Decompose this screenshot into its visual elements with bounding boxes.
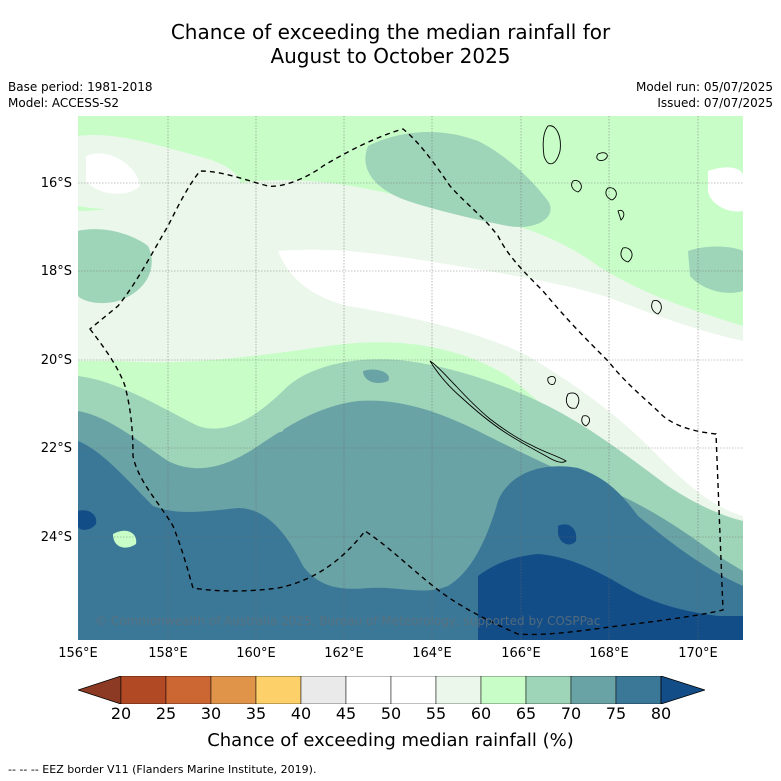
zone-over-80-mid: [558, 524, 577, 545]
zone-over-80-west: [78, 510, 97, 530]
colorbar: [78, 676, 705, 704]
colorbar-extend-low: [78, 676, 122, 704]
loyalty-islands: [547, 375, 590, 427]
zone-50-60-ne: [708, 167, 743, 212]
colorbar-tick-label: 20: [110, 704, 132, 723]
gridlines: [78, 116, 743, 640]
rainfall-map: [78, 116, 743, 640]
lon-label-164e: 164°E: [412, 646, 452, 661]
colorbar-segment: [435, 676, 482, 704]
colorbar-segment: [345, 676, 392, 704]
eez-border: [89, 128, 724, 636]
colorbar-extend-high: [660, 676, 705, 704]
colorbar-tick-label: 75: [605, 704, 627, 723]
map-title: Chance of exceeding the median rainfall …: [0, 20, 781, 68]
lat-label-20s: 20°S: [40, 353, 72, 368]
patch-light-1: [258, 414, 284, 433]
lon-label-170e: 170°E: [678, 646, 718, 661]
lat-label-24s: 24°S: [40, 530, 72, 545]
zone-50-60-nw: [86, 153, 140, 194]
lat-label-22s: 22°S: [40, 441, 72, 456]
new-caledonia-island: [429, 360, 567, 463]
title-line-1: Chance of exceeding the median rainfall …: [170, 20, 611, 44]
colorbar-segment: [120, 676, 167, 704]
colorbar-tick-label: 50: [380, 704, 402, 723]
map-canvas: [78, 116, 743, 640]
base-period-text: Base period: 1981-2018: [8, 80, 153, 94]
title-line-2: August to October 2025: [270, 44, 511, 68]
model-run-text: Model run: 05/07/2025: [635, 80, 773, 94]
issued-text: Issued: 07/07/2025: [657, 96, 773, 110]
zone-65-70-north: [365, 131, 551, 227]
lat-label-16s: 16°S: [40, 176, 72, 191]
colorbar-tick-label: 30: [200, 704, 222, 723]
patch-light-3: [113, 530, 137, 548]
colorbar-segment: [210, 676, 257, 704]
patch-light-2: [363, 369, 389, 383]
colorbar-segment: [570, 676, 617, 704]
colorbar-tick-label: 60: [470, 704, 492, 723]
eez-footnote: -- -- -- EEZ border V11 (Flanders Marine…: [8, 763, 317, 776]
lon-label-166e: 166°E: [501, 646, 541, 661]
colorbar-tick-label: 55: [425, 704, 447, 723]
colorbar-segment: [525, 676, 572, 704]
zone-60-65-north: [78, 180, 743, 536]
colorbar-segment: [255, 676, 302, 704]
lon-label-168e: 168°E: [589, 646, 629, 661]
colorbar-tick-label: 35: [245, 704, 267, 723]
colorbar-label: Chance of exceeding median rainfall (%): [207, 730, 574, 751]
colorbar-segment: [615, 676, 662, 704]
zone-65-70-east: [688, 246, 743, 293]
colorbar-segment: [300, 676, 347, 704]
vanuatu-islands: [542, 125, 662, 315]
meta-right: Model run: 05/07/2025 Issued: 07/07/2025: [636, 79, 773, 111]
lon-label-162e: 162°E: [324, 646, 364, 661]
colorbar-tick-label: 40: [290, 704, 312, 723]
colorbar-tick-label: 70: [560, 704, 582, 723]
copyright-watermark: © Commonwealth of Australia 2025, Bureau…: [95, 614, 601, 628]
meta-left: Base period: 1981-2018 Model: ACCESS-S2: [8, 79, 153, 111]
colorbar-segment: [390, 676, 437, 704]
colorbar-tick-label: 80: [650, 704, 672, 723]
colorbar-tick-label: 65: [515, 704, 537, 723]
colorbar-tick-label: 25: [155, 704, 177, 723]
lon-label-160e: 160°E: [236, 646, 276, 661]
colorbar-tick-label: 45: [335, 704, 357, 723]
colorbar-segment: [165, 676, 212, 704]
colorbar-segment: [480, 676, 527, 704]
lon-label-156e: 156°E: [58, 646, 98, 661]
model-text: Model: ACCESS-S2: [8, 96, 120, 110]
zone-50-60-band: [278, 249, 743, 516]
lat-label-18s: 18°S: [40, 264, 72, 279]
lon-label-158e: 158°E: [148, 646, 188, 661]
